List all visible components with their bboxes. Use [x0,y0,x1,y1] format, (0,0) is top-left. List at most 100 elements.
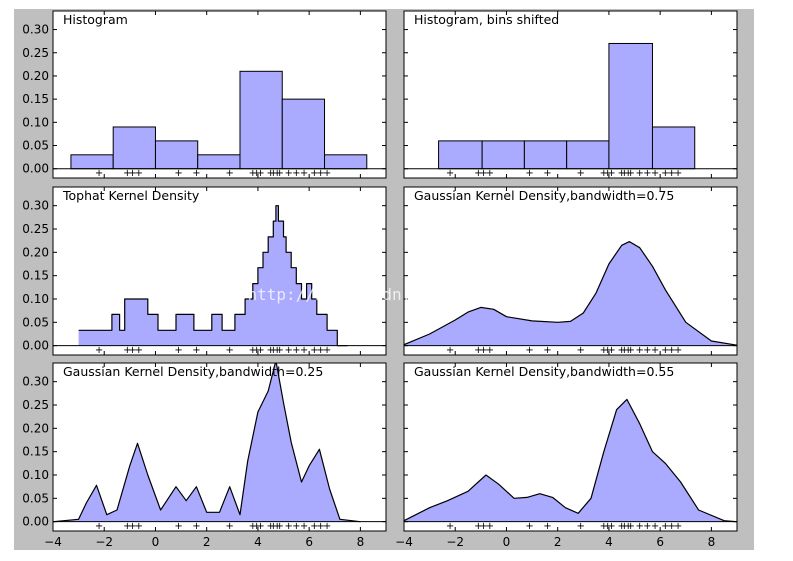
sample-marker: + [627,345,635,356]
sample-marker: + [276,168,284,179]
x-tick-label: −2 [446,535,464,549]
sample-marker: + [128,168,136,179]
x-tick-label: 6 [305,535,313,549]
plot-area [53,11,386,178]
panel-title: Gaussian Kernel Density,bandwidth=0.55 [414,364,674,379]
sample-marker: + [249,345,257,356]
x-tick-label: 0 [503,535,511,549]
y-tick-label: 0.05 [22,139,49,153]
sample-marker: + [577,168,585,179]
sample-marker: + [174,521,182,532]
x-tick-label: 4 [254,535,262,549]
sample-marker: + [252,168,260,179]
sample-marker: + [192,168,200,179]
sample-marker: + [667,168,675,179]
sample-marker: + [474,521,482,532]
y-tick-label: 0.15 [22,269,49,283]
sample-marker: + [269,521,277,532]
sample-marker: + [643,168,651,179]
sample-marker: + [603,168,611,179]
sample-marker: + [624,521,632,532]
sample-marker: + [292,345,300,356]
sample-marker: + [624,345,632,356]
histogram-bar [112,126,156,170]
histogram-bar [523,140,568,170]
y-tick-label: 0.15 [22,445,49,459]
sample-marker: + [273,345,281,356]
sample-marker: + [674,345,682,356]
x-tick-label: 8 [708,535,716,549]
y-tick-label: 0.20 [22,69,49,83]
panel-title: Histogram [63,12,128,27]
y-tick-label: 0.00 [22,339,49,353]
sample-marker: + [95,521,103,532]
sample-marker: + [667,345,675,356]
y-tick-label: 0.25 [22,222,49,236]
sample-marker: + [607,168,615,179]
sample-marker: + [252,345,260,356]
sample-marker: + [226,521,234,532]
sample-marker: + [474,345,482,356]
axes-frame [403,10,738,179]
sample-marker: + [525,168,533,179]
x-tick-label: 4 [605,535,613,549]
sample-marker: + [300,168,308,179]
density-line [404,398,737,523]
sample-marker: + [310,345,318,356]
sample-marker: + [276,345,284,356]
panel-4: + +++ + + + +++ ++++ + + + +++Gaussian Kernel Dens… [403,186,738,356]
axes-frame [52,10,387,179]
sample-marker: + [635,345,643,356]
sample-marker: + [618,345,626,356]
sample-marker: + [543,345,551,356]
y-tick-label: 0.10 [22,468,49,482]
sample-marker: + [174,345,182,356]
sample-marker: + [620,521,628,532]
histogram-bar [70,154,114,170]
sample-marker: + [603,521,611,532]
sample-marker: + [123,168,131,179]
sample-marker: + [284,345,292,356]
density-line [78,205,348,347]
sample-marker: + [300,345,308,356]
density-line [404,241,737,346]
sample-marker: + [226,345,234,356]
sample-marker: + [256,168,264,179]
histogram-bar [197,154,241,170]
sample-marker: + [661,345,669,356]
watermark: http://blog.csdn.net/pipisorry [248,285,537,304]
sample-marker: + [123,521,131,532]
sample-marker: + [256,521,264,532]
x-tick-label: 0 [152,535,160,549]
sample-marker: + [620,345,628,356]
axes-frame [403,186,738,356]
sample-marker: + [446,521,454,532]
sample-marker: + [174,168,182,179]
histogram-bar [154,140,199,170]
sample-marker: + [226,168,234,179]
x-tick-label: 2 [203,535,211,549]
histogram-bar [608,42,653,170]
sample-marker: + [624,168,632,179]
histogram-bar [566,140,610,170]
sample-marker: + [249,168,257,179]
sample-marker: + [525,521,533,532]
y-tick-label: 0.30 [22,199,49,213]
sample-marker: + [292,521,300,532]
sample-marker: + [661,521,669,532]
axes-frame [52,186,387,356]
x-tick-label: −4 [395,535,413,549]
sample-marker: + [635,521,643,532]
sample-marker: + [627,521,635,532]
sample-marker: + [600,168,608,179]
sample-marker: + [479,345,487,356]
sample-marker: + [486,521,494,532]
sample-marker: + [128,345,136,356]
x-tick-label: −2 [95,535,113,549]
histogram-bar [281,98,326,170]
x-tick-label: −4 [44,535,62,549]
histogram-bar [438,140,483,170]
sample-marker: + [273,168,281,179]
panel-1: + +++ + + + +++ ++++ + + + +++0.000.050.100.150.20… [22,10,387,179]
sample-marker: + [267,521,275,532]
